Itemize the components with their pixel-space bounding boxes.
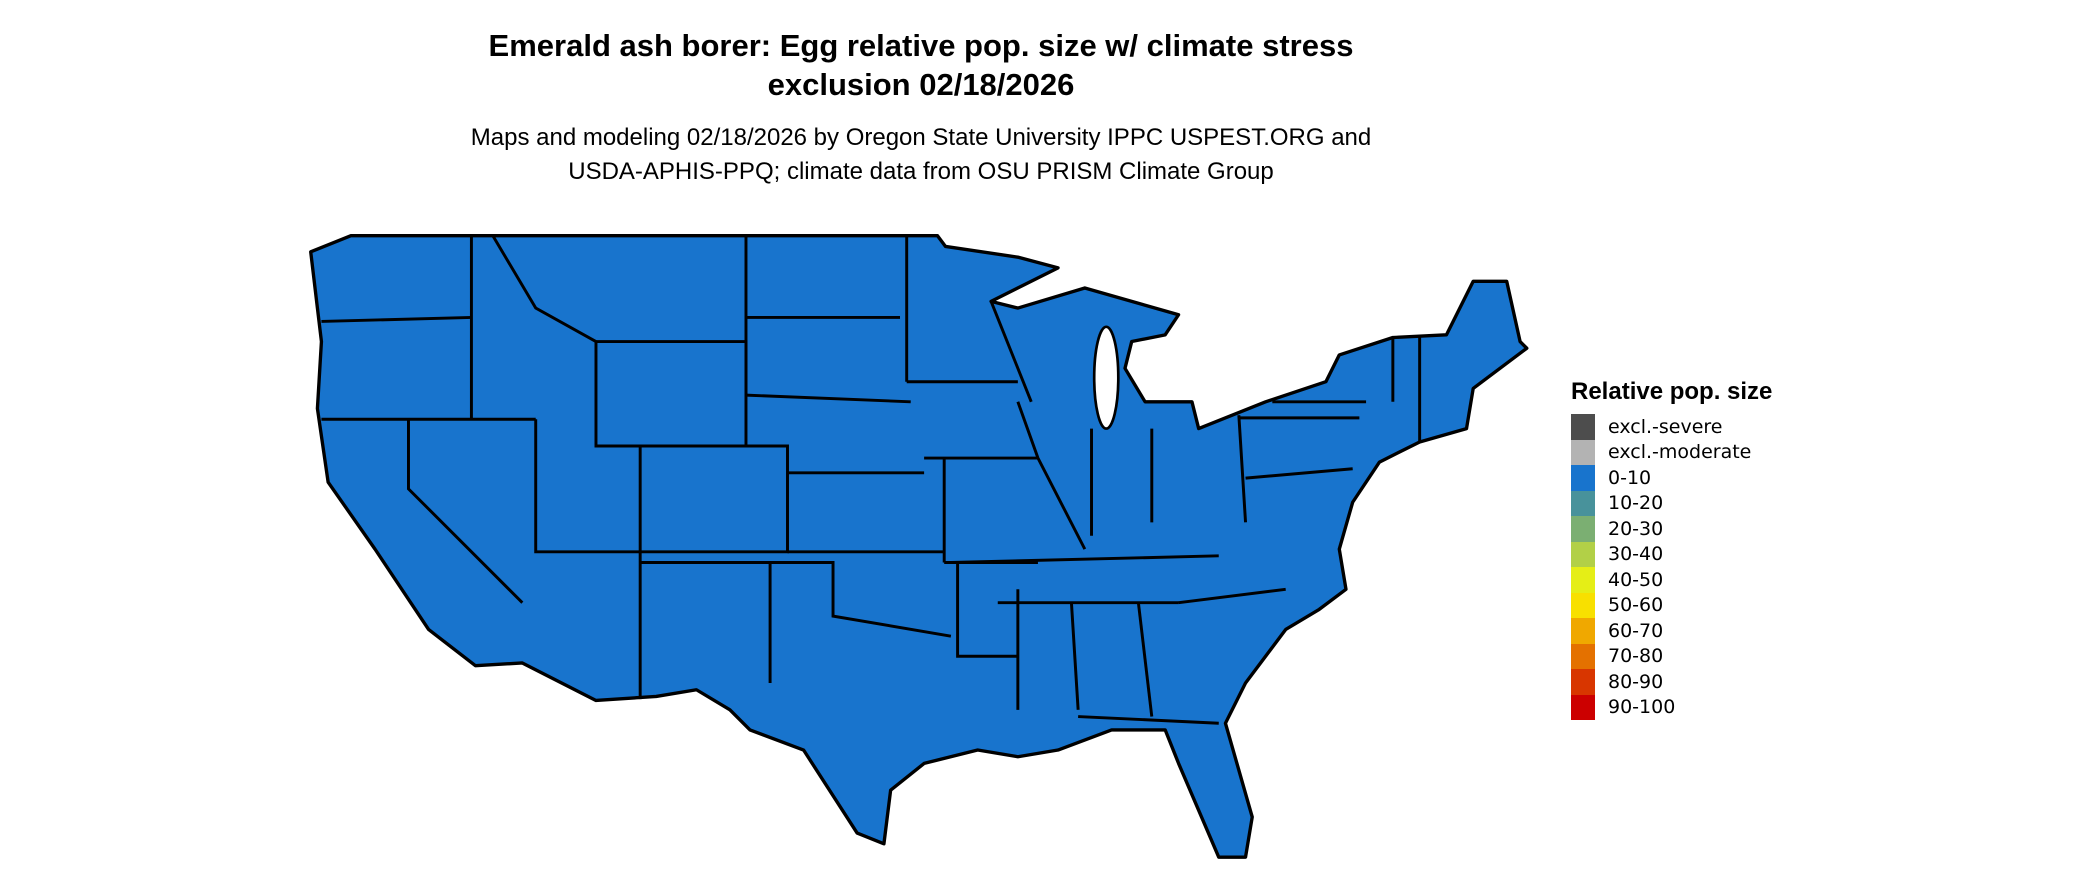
lake-michigan (1092, 325, 1120, 430)
legend-label: 80-90 (1608, 670, 1664, 693)
legend-swatch (1571, 439, 1595, 465)
legend-label: 40-50 (1608, 568, 1664, 591)
legend-swatch (1571, 669, 1595, 695)
legend-item: 60-70 (1571, 618, 1772, 644)
legend-label: 0-10 (1608, 466, 1652, 489)
state-border (745, 393, 911, 404)
legend-item: 40-50 (1571, 567, 1772, 593)
state-border (534, 419, 641, 554)
us-outline (309, 234, 1529, 859)
legend-label: 60-70 (1608, 619, 1664, 642)
state-border (1069, 602, 1080, 710)
legend-item: 90-100 (1571, 694, 1772, 720)
state-border (1136, 602, 1154, 717)
legend-swatch (1571, 567, 1595, 593)
map-subtitle-line2: USDA-APHIS-PPQ; climate data from OSU PR… (568, 158, 1274, 185)
legend-item: 50-60 (1571, 592, 1772, 618)
legend-item: 70-80 (1571, 643, 1772, 669)
legend-label: 90-100 (1608, 696, 1676, 719)
state-border (989, 300, 1033, 403)
map-title-line1: Emerald ash borer: Egg relative pop. siz… (488, 28, 1354, 63)
map-subtitle-line1: Maps and modeling 02/18/2026 by Oregon S… (470, 124, 1372, 151)
legend-swatch (1571, 541, 1595, 567)
state-border (1245, 467, 1353, 480)
legend-swatch (1571, 414, 1595, 440)
legend-swatch (1571, 643, 1595, 669)
state-border (956, 562, 1018, 658)
legend-swatch (1571, 465, 1595, 491)
legend-label: 20-30 (1608, 517, 1664, 540)
legend-item: 30-40 (1571, 541, 1772, 567)
state-border (1237, 415, 1248, 523)
legend-item: 80-90 (1571, 669, 1772, 695)
state-border (321, 315, 472, 323)
legend-swatch (1571, 516, 1595, 542)
state-border (1016, 401, 1087, 550)
legend-swatch (1571, 618, 1595, 644)
legend: Relative pop. size excl.-severe excl.-mod… (1571, 378, 1772, 720)
legend-swatch (1571, 592, 1595, 618)
legend-item: 20-30 (1571, 516, 1772, 542)
state-border (1178, 587, 1286, 605)
legend-label: excl.-moderate (1608, 441, 1752, 464)
state-border (1078, 715, 1219, 725)
legend-label: 30-40 (1608, 543, 1664, 566)
legend-label: 10-20 (1608, 492, 1664, 515)
legend-label: excl.-severe (1608, 415, 1723, 438)
state-border (491, 234, 597, 343)
legend-label: 50-60 (1608, 594, 1664, 617)
legend-item: excl.-moderate (1571, 439, 1772, 465)
legend-label: 70-80 (1608, 645, 1664, 668)
state-border (407, 419, 524, 604)
map-title-line2: exclusion 02/18/2026 (767, 67, 1075, 102)
legend-item: 10-20 (1571, 490, 1772, 516)
legend-swatch (1571, 694, 1595, 720)
legend-title: Relative pop. size (1571, 378, 1773, 405)
legend-swatch (1571, 490, 1595, 516)
state-border (950, 554, 1219, 564)
state-border (770, 561, 952, 638)
state-borders (321, 234, 1422, 725)
legend-item: 0-10 (1571, 465, 1772, 491)
legend-item: excl.-severe (1571, 414, 1772, 440)
